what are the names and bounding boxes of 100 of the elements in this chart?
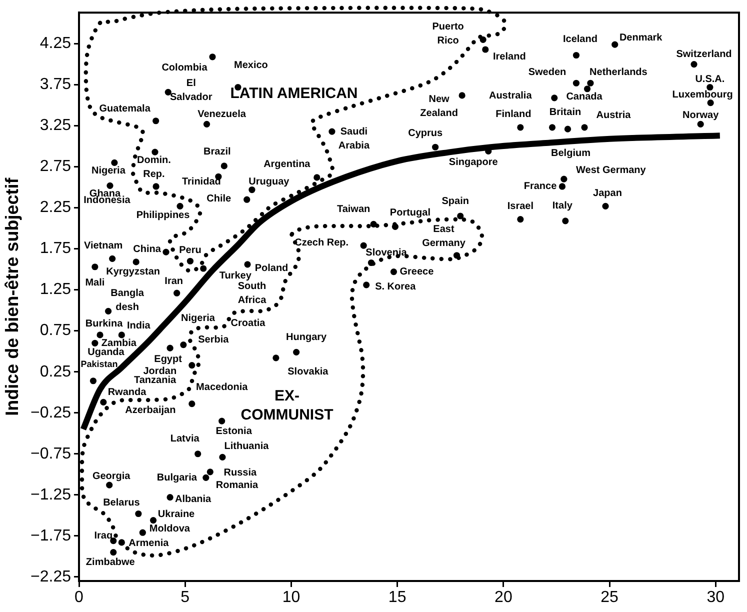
annotation: Sweden [528,66,566,78]
annotation: Mexico [234,60,268,71]
annotation: Singapore [448,156,498,168]
y-tick-label: −2.25 [30,568,72,586]
annotation: Russia [224,468,257,479]
annotation: LATIN AMERICAN [230,85,358,102]
annotation: Pakistan [80,358,118,369]
y-tick-label: 2.75 [40,158,72,176]
annotation: Uruguay [248,176,290,188]
annotation: France [524,181,558,192]
annotation: Belgium [551,148,591,159]
annotation: Zambia [101,338,137,349]
y-tick-label: −0.75 [30,445,72,462]
annotation: South Africa [238,280,267,306]
annotation: Switzerland [676,49,732,60]
y-tick-label: 0.75 [40,322,72,340]
annotation: Saudi Arabia [338,126,370,152]
annotation: Lithuania [224,440,270,452]
annotation: Zimbabwe [86,557,136,568]
x-tick-label: 15 [388,589,406,606]
annotation: Venezuela [198,108,246,120]
annotation: Bangla desh [110,288,144,313]
annotation: China [133,244,162,255]
annotation: Nigeria [181,312,216,324]
annotation: Romania [216,480,259,491]
annotation: Argentina [264,159,311,170]
annotation: Netherlands [590,66,648,78]
annotation: Norway [682,110,720,121]
annotation: Nigeria [91,165,126,176]
annotation: Iran [164,276,184,287]
annotation: Burkina [85,318,124,330]
annotation: Italy [552,200,573,212]
y-tick-label: 3.75 [40,76,72,94]
annotation: U.S.A. [695,74,725,85]
annotation: Jordan [143,366,177,378]
annotation: Austria [596,110,632,122]
annotation: Rwanda [108,386,147,398]
annotation: Slovenia [366,248,408,259]
annotation: Puerto Rico [432,21,464,46]
annotation: Poland [254,263,288,274]
annotation: Cyprus [408,128,443,139]
annotation: Iraq [94,530,113,542]
annotation: Denmark [619,32,663,44]
annotation: East Germany [422,224,466,250]
annotation: Taiwan [336,204,370,215]
annotation: Spain [442,196,469,207]
y-tick-label: 4.25 [40,35,72,52]
annotation: Hungary [286,332,328,343]
x-tick-label: 25 [600,589,619,606]
annotation: Ukraine [158,509,196,520]
annotation: Portugal [390,207,431,218]
y-tick-label: 2.25 [40,199,72,216]
y-tick-label: −0.25 [30,404,72,422]
annotation: Australia [488,90,532,102]
annotation: Latvia [170,434,200,445]
x-tick-label: 0 [74,589,84,606]
annotation: Chile [206,193,232,204]
annotation: Georgia [92,470,131,482]
annotation: Slovakia [288,366,329,378]
y-tick-label: 0.25 [40,363,72,380]
annotation: Colombia [162,62,208,74]
annotation: Luxembourg [672,90,733,101]
annotation: Croatia [230,318,266,329]
annotation: El Salvador [170,78,212,103]
annotation: Vietnam [84,240,123,252]
annotation: Greece [400,266,434,278]
annotation: India [126,320,151,332]
x-tick-label: 30 [706,589,725,606]
annotation: Uganda [88,346,125,358]
y-tick-label: −1.75 [30,527,72,544]
y-tick-label: 1.75 [40,240,72,258]
annotation: Domin. Rep. [137,154,172,180]
y-tick-label: 3.25 [40,117,72,134]
annotation: Turkey [219,270,252,282]
annotation: Moldova [149,523,190,534]
annotation: Philippines [136,210,190,221]
annotation: Tanzania [134,374,176,386]
annotation: Kyrgyzstan [106,266,160,278]
annotation: Macedonia [196,382,248,394]
x-tick-label: 10 [282,589,300,606]
annotation: Finland [496,109,532,120]
annotation: Brazil [204,146,231,158]
annotation: Indonesia [84,194,131,206]
annotation: S. Korea [375,282,416,293]
annotation: Serbia [198,334,230,346]
annotation: New Zealand [420,94,458,120]
annotation: Iceland [562,34,598,45]
x-tick-label: 20 [494,589,512,606]
annotation: Israel [507,201,534,212]
annotation: West Germany [576,164,646,176]
annotation: Guatemala [99,104,151,115]
annotation: Ireland [493,51,526,62]
y-tick-label: −1.25 [30,486,72,504]
y-axis-title: Indice de bien-être subjectif [2,176,22,416]
annotation: Egypt [154,354,183,365]
annotation: Estonia [216,426,252,437]
annotation: Peru [179,244,202,256]
annotation: Bulgaria [156,472,198,484]
y-tick-label: 1.25 [40,281,72,298]
annotation: Japan [593,188,622,199]
